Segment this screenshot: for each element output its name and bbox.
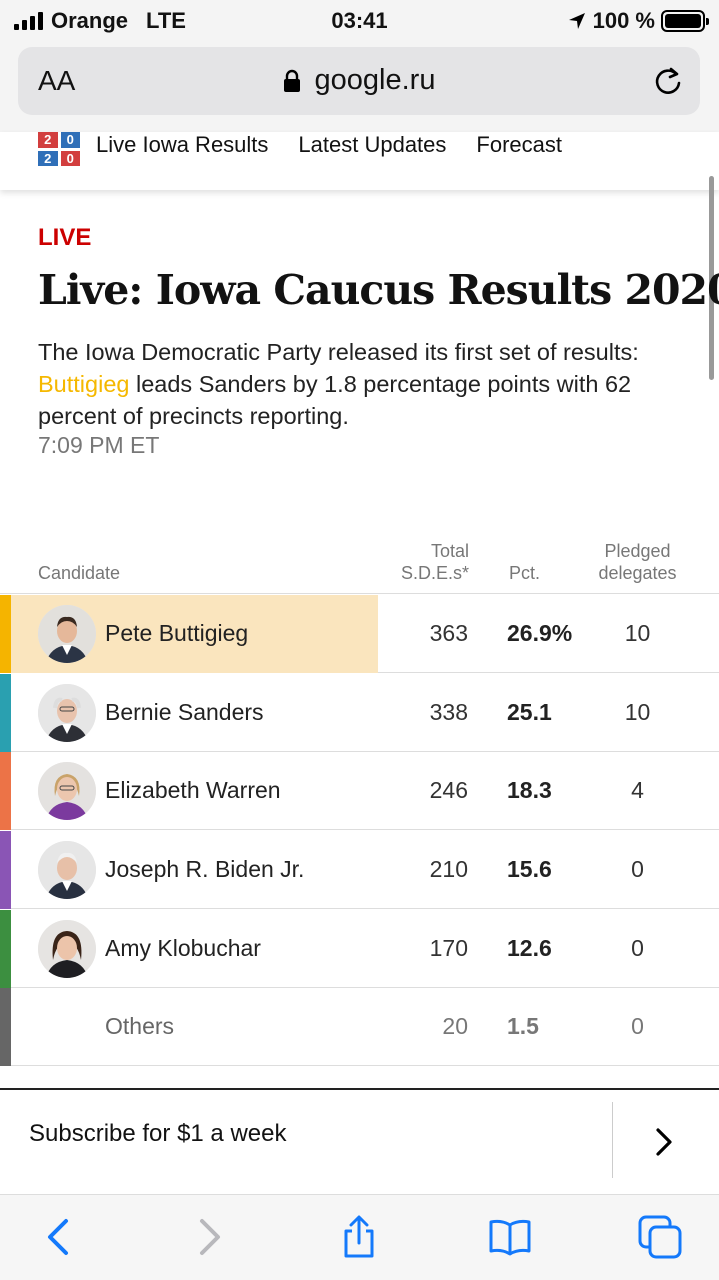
subscribe-text: Subscribe for $1 a week: [29, 1120, 287, 1147]
timestamp: 7:09 PM ET: [38, 432, 160, 458]
page-title: Live: Iowa Caucus Results 2020: [38, 266, 719, 314]
candidate-name: Bernie Sanders: [105, 699, 264, 725]
candidate-color-bar: [0, 988, 11, 1066]
candidate-delegates: 10: [624, 620, 651, 646]
status-right: 100 %: [567, 8, 709, 34]
candidate-name: Amy Klobuchar: [105, 935, 261, 961]
browser-toolbar: [0, 1194, 719, 1280]
live-kicker: LIVE: [38, 224, 92, 251]
logo-digit: 2: [38, 150, 58, 166]
candidate-name: Elizabeth Warren: [105, 777, 281, 803]
candidate-avatar: [38, 841, 96, 899]
candidate-name: Others: [105, 1013, 175, 1039]
nav-item-forecast[interactable]: Forecast: [476, 132, 562, 157]
header-del-line1: Pledged: [604, 541, 671, 561]
tabs-icon[interactable]: [638, 1215, 682, 1259]
candidate-pct: 18.3: [507, 777, 552, 803]
location-arrow-icon: [568, 13, 585, 29]
share-icon[interactable]: [337, 1215, 381, 1259]
results-table-header: Candidate Total S.D.E.s* Pct. Pledged de…: [0, 540, 719, 594]
summary-text-end: leads Sanders by 1.8 percentage points w…: [38, 371, 632, 429]
election-2020-logo[interactable]: 2 0 2 0: [38, 132, 80, 166]
candidate-avatar: [38, 684, 96, 742]
text-size-label: AA: [38, 65, 76, 96]
summary-text: The Iowa Democratic Party released its f…: [38, 339, 639, 365]
candidate-delegates: 0: [631, 1013, 644, 1039]
forward-icon[interactable]: [186, 1215, 230, 1259]
site-navigation: 2 0 2 0 Live Iowa Results Latest Updates…: [0, 132, 719, 190]
candidate-color-bar: [0, 752, 11, 830]
nav-items: Live Iowa Results Latest Updates Forecas…: [96, 132, 562, 158]
table-row[interactable]: Others 20 1.5 0: [0, 988, 719, 1066]
divider: [612, 1102, 613, 1178]
lock-icon: [283, 69, 300, 92]
candidate-color-bar: [0, 910, 11, 988]
candidate-delegates: 10: [624, 699, 651, 725]
carrier-name: Orange: [51, 8, 129, 33]
candidate-avatar: [38, 605, 96, 663]
header-sde-line2: S.D.E.s*: [400, 563, 469, 583]
status-bar: Orange LTE 03:41 100 %: [0, 0, 719, 42]
candidate-pct: 25.1: [507, 699, 552, 725]
battery-percent: 100 %: [592, 8, 655, 33]
subscribe-banner[interactable]: Subscribe for $1 a week: [0, 1088, 719, 1194]
candidate-avatar: [38, 762, 96, 820]
header-delegates: Pledged delegates: [590, 540, 685, 584]
header-candidate: Candidate: [38, 563, 121, 583]
candidate-sde: 170: [429, 935, 468, 961]
candidate-sde: 363: [429, 620, 468, 646]
article-summary: The Iowa Democratic Party released its f…: [38, 336, 678, 432]
candidate-sde: 338: [429, 699, 468, 725]
text-size-button[interactable]: AA: [38, 65, 75, 97]
candidate-name: Joseph R. Biden Jr.: [105, 856, 305, 882]
status-left: Orange LTE: [14, 8, 186, 34]
url-display[interactable]: google.ru: [18, 64, 700, 97]
table-row[interactable]: Joseph R. Biden Jr. 210 15.6 0: [0, 831, 719, 909]
back-icon[interactable]: [38, 1215, 82, 1259]
chevron-right-icon[interactable]: [652, 1126, 676, 1158]
address-bar[interactable]: AA google.ru: [18, 47, 700, 115]
header-sde-line1: Total: [430, 541, 469, 561]
candidate-pct: 26.9%: [507, 620, 573, 646]
logo-digit: 0: [60, 150, 80, 166]
candidate-color-bar: [0, 831, 11, 909]
logo-digit: 0: [60, 132, 80, 148]
table-row[interactable]: Pete Buttigieg 363 26.9% 10: [0, 595, 719, 673]
candidate-sde: 210: [429, 856, 468, 882]
candidate-pct: 12.6: [507, 935, 552, 961]
table-row[interactable]: Elizabeth Warren 246 18.3 4: [0, 752, 719, 830]
candidate-color-bar: [0, 674, 11, 752]
table-row[interactable]: Amy Klobuchar 170 12.6 0: [0, 910, 719, 988]
logo-digit: 2: [38, 132, 58, 148]
header-del-line2: delegates: [598, 563, 677, 583]
scrollbar[interactable]: [709, 176, 714, 380]
url-domain: google.ru: [314, 64, 436, 96]
candidate-pct: 15.6: [507, 856, 552, 882]
candidate-pct: 1.5: [507, 1013, 539, 1039]
reload-icon[interactable]: [652, 65, 684, 97]
candidate-delegates: 0: [631, 856, 644, 882]
candidate-avatar: [38, 920, 96, 978]
candidate-delegates: 0: [631, 935, 644, 961]
candidate-sde: 246: [429, 777, 468, 803]
candidate-link-buttigieg[interactable]: Buttigieg: [38, 371, 130, 397]
header-pct: Pct.: [509, 563, 541, 583]
table-row[interactable]: Bernie Sanders 338 25.1 10: [0, 674, 719, 752]
candidate-color-bar: [0, 595, 11, 673]
header-sde: Total S.D.E.s*: [401, 540, 469, 584]
status-time: 03:41: [331, 8, 388, 33]
network-type: LTE: [146, 8, 186, 33]
nav-item-latest-updates[interactable]: Latest Updates: [298, 132, 447, 157]
candidate-delegates: 4: [631, 777, 644, 803]
candidate-name: Pete Buttigieg: [105, 620, 249, 646]
candidate-sde: 20: [442, 1013, 468, 1039]
signal-icon: [14, 12, 43, 30]
nav-item-live-iowa-results[interactable]: Live Iowa Results: [96, 132, 269, 157]
battery-icon: [661, 10, 709, 32]
browser-chrome: AA google.ru: [0, 42, 719, 132]
bookmarks-icon[interactable]: [488, 1215, 532, 1259]
